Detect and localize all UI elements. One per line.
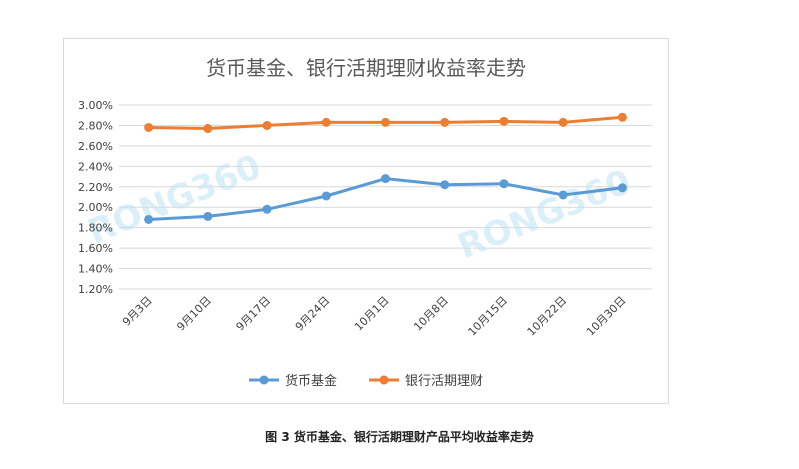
x-tick-label: 9月3日 xyxy=(120,294,155,329)
series-layer xyxy=(144,112,627,224)
x-tick-label: 9月24日 xyxy=(293,294,333,334)
y-tick-label: 1.80% xyxy=(78,222,113,235)
x-tick-label: 10月1日 xyxy=(352,294,392,334)
y-tick-label: 2.40% xyxy=(78,160,113,173)
y-tick-label: 3.00% xyxy=(78,99,113,112)
data-point xyxy=(558,190,568,200)
legend-marker xyxy=(259,375,269,385)
legend-label: 银行活期理财 xyxy=(405,374,483,389)
x-tick-label: 10月30日 xyxy=(584,294,629,339)
y-tick-label: 1.40% xyxy=(78,263,113,276)
data-point xyxy=(203,124,213,134)
figure-caption: 图 3 货币基金、银行活期理财产品平均收益率走势 xyxy=(265,430,534,444)
x-tick-label: 10月22日 xyxy=(525,294,570,339)
data-point xyxy=(499,116,509,126)
x-tick-label: 10月15日 xyxy=(466,294,511,339)
data-point xyxy=(144,122,154,132)
data-point xyxy=(262,204,272,214)
y-tick-label: 2.60% xyxy=(78,140,113,153)
data-point xyxy=(262,120,272,130)
data-point xyxy=(381,174,390,184)
x-tick-label: 9月17日 xyxy=(234,294,274,334)
chart-title: 货币基金、银行活期理财收益率走势 xyxy=(206,56,526,80)
x-axis-ticks: 9月3日 9月10日 9月17日 9月24日 10月1日 10月8日 10月15日 10月22… xyxy=(120,294,628,339)
data-point xyxy=(203,211,213,221)
y-tick-label: 2.00% xyxy=(78,201,113,214)
legend: 货币基金 银行活期理财 xyxy=(249,373,483,389)
y-axis-ticks: 1.20% 1.40% 1.60% 1.80% 2.00% 2.20% 2.40% 2.60%… xyxy=(78,99,113,296)
line-chart: 货币基金、银行活期理财收益率走势 RONG360 RONG360 1.20%1.4… xyxy=(78,56,652,389)
y-tick-label: 2.80% xyxy=(78,119,113,132)
data-point xyxy=(381,117,390,127)
y-tick-label: 1.20% xyxy=(78,283,113,296)
watermark-text: RONG360 xyxy=(452,162,636,267)
x-tick-label: 9月10日 xyxy=(174,294,214,334)
data-point xyxy=(617,183,627,193)
data-point xyxy=(321,117,331,127)
legend-marker xyxy=(379,375,389,385)
x-tick-label: 10月8日 xyxy=(411,294,451,334)
y-tick-label: 1.60% xyxy=(78,242,113,255)
data-point xyxy=(440,180,450,190)
data-point xyxy=(144,214,154,224)
data-point xyxy=(499,179,509,189)
data-point xyxy=(321,191,331,201)
data-point xyxy=(440,117,450,127)
data-point xyxy=(558,117,568,127)
chart-frame: 货币基金、银行活期理财收益率走势 RONG360 RONG360 1.20% 1.4… xyxy=(63,38,669,404)
data-point xyxy=(617,112,627,122)
legend-label: 货币基金 xyxy=(285,373,337,389)
y-tick-label: 2.20% xyxy=(78,181,113,194)
